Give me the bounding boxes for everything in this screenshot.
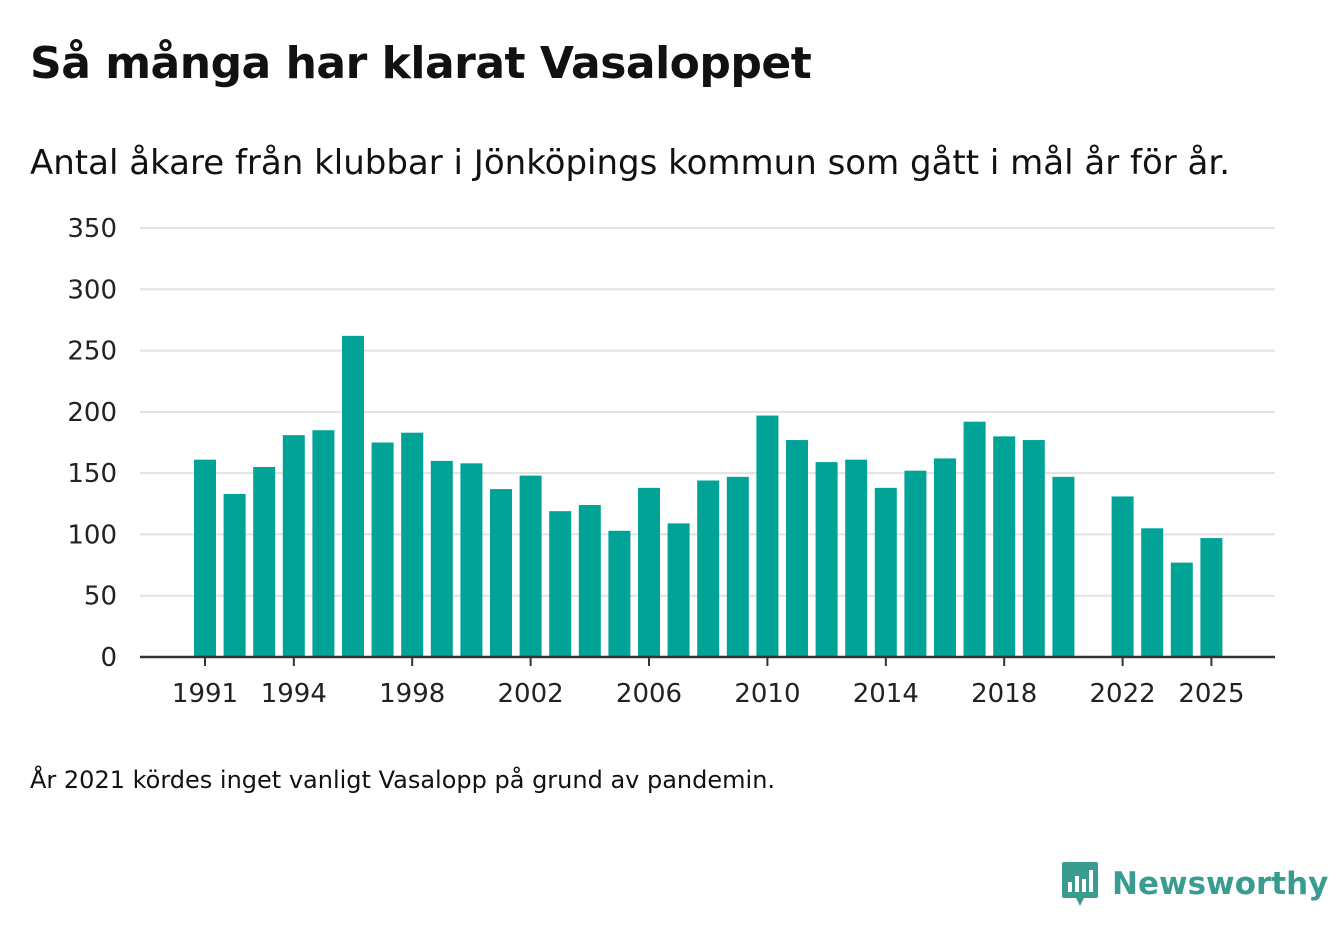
bar-1999 — [430, 460, 453, 657]
bar-2017 — [963, 421, 986, 657]
bar-2000 — [460, 463, 483, 657]
newsworthy-chart-icon — [1062, 862, 1098, 906]
bar-2022 — [1111, 496, 1134, 657]
bar-1992 — [223, 493, 246, 657]
bar-2008 — [697, 480, 720, 657]
bar-1991 — [194, 459, 216, 657]
y-tick-label: 0 — [100, 643, 117, 673]
x-tick-label: 2010 — [734, 679, 800, 709]
bar-2001 — [490, 489, 512, 657]
bar-chart: 0 50 100 150 200 250 300 350 1991 1994 1998 2002 20… — [67, 214, 1275, 709]
bar-2003 — [549, 511, 572, 657]
brand-name: Newsworthy — [1112, 866, 1329, 902]
bar-2006 — [638, 487, 660, 657]
bar-1996 — [342, 335, 364, 657]
y-axis-labels: 0 50 100 150 200 250 300 350 — [67, 214, 117, 673]
bar-2015 — [904, 470, 927, 657]
bar-2020 — [1052, 476, 1075, 657]
bars — [194, 335, 1223, 657]
bar-2023 — [1141, 528, 1164, 657]
y-tick-label: 350 — [67, 214, 117, 244]
x-tick-label: 1991 — [172, 679, 238, 709]
y-tick-label: 150 — [67, 459, 117, 489]
bar-1998 — [401, 432, 424, 657]
chart-title: Så många har klarat Vasaloppet — [30, 38, 812, 89]
y-tick-label: 100 — [67, 520, 117, 550]
bar-2007 — [667, 523, 690, 657]
bar-2002 — [519, 475, 542, 657]
bar-2014 — [874, 487, 897, 657]
bar-1997 — [371, 442, 394, 657]
bar-2018 — [993, 436, 1016, 657]
bar-2011 — [786, 440, 808, 657]
bar-2012 — [815, 462, 838, 657]
y-tick-label: 250 — [67, 337, 117, 367]
bar-2024 — [1170, 562, 1193, 657]
x-axis — [140, 655, 1275, 666]
bar-1995 — [312, 430, 335, 657]
bar-2010 — [756, 415, 779, 657]
x-tick-label: 1998 — [379, 679, 445, 709]
bar-1994 — [282, 435, 305, 657]
x-tick-label: 2002 — [498, 679, 564, 709]
bar-2005 — [608, 530, 631, 657]
bar-2004 — [578, 505, 601, 657]
bar-1993 — [253, 467, 276, 657]
chart-subtitle: Antal åkare från klubbar i Jönköpings ko… — [30, 143, 1231, 183]
x-axis-labels: 1991 1994 1998 2002 2006 2010 2014 2018 2022 2025 — [172, 679, 1245, 709]
bar-2019 — [1022, 440, 1045, 657]
x-tick-label: 2025 — [1178, 679, 1244, 709]
x-tick-label: 2022 — [1090, 679, 1156, 709]
footnote: År 2021 kördes inget vanligt Vasalopp på… — [30, 766, 776, 794]
y-tick-label: 300 — [67, 275, 117, 305]
bar-2009 — [726, 476, 749, 657]
newsworthy-logo: Newsworthy — [1060, 860, 1328, 908]
bar-2016 — [934, 458, 956, 657]
bar-2013 — [845, 459, 868, 657]
y-tick-label: 200 — [67, 398, 117, 428]
y-tick-label: 50 — [84, 582, 117, 612]
x-tick-label: 2006 — [616, 679, 682, 709]
x-tick-label: 2018 — [971, 679, 1037, 709]
x-tick-label: 1994 — [261, 679, 327, 709]
x-tick-label: 2014 — [853, 679, 919, 709]
bar-2025 — [1200, 538, 1223, 657]
